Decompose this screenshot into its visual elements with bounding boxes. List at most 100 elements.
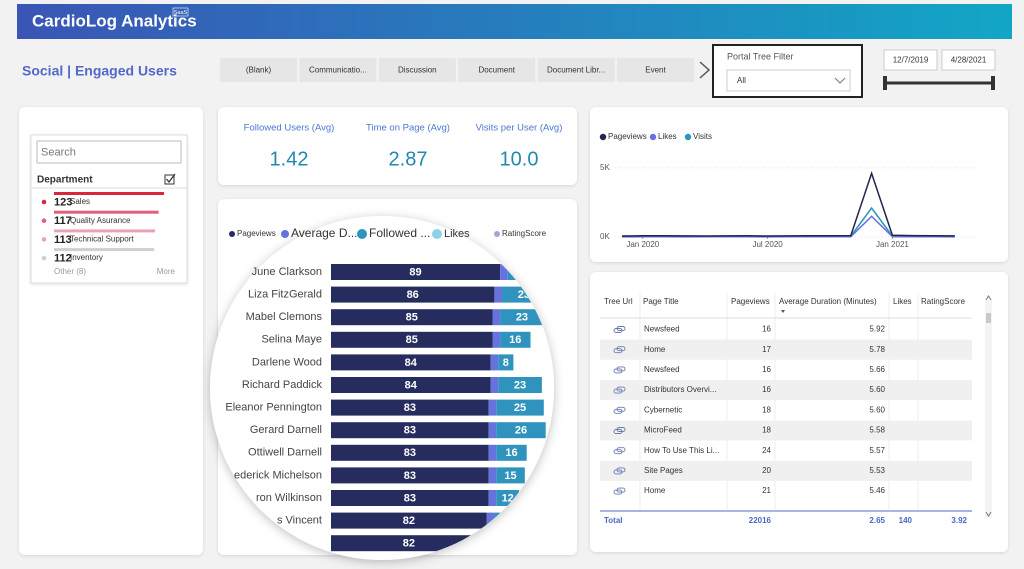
x-tick-label: Jan 2020 [626,240,659,249]
scroll-arrows[interactable] [985,295,992,517]
bar-segment [496,399,544,416]
cell-pageviews: 17 [762,345,771,354]
dropdown-chevron [834,77,846,84]
filter-button[interactable] [617,58,694,82]
bar-segment [492,309,501,326]
filter-button-label[interactable]: Event [645,66,666,75]
slicer-bar [54,210,159,214]
bar-segment [331,331,493,348]
legend-label: Pageviews [608,132,647,141]
slicer-bar [54,229,156,233]
filter-button[interactable] [220,58,297,82]
cell-pageviews: 16 [762,385,771,394]
link-icon[interactable] [613,447,626,455]
slider-handle[interactable] [883,76,887,90]
cell-duration: 5.57 [869,446,885,455]
legend-label: Average D... [291,226,357,240]
slicer-count[interactable]: 113 [54,234,72,246]
line-series [621,171,955,237]
filter-button[interactable] [537,58,615,82]
link-icon[interactable] [613,386,626,394]
link-icon[interactable] [613,366,626,374]
total-cell: 22016 [749,516,772,525]
legend-label: Likes [658,132,677,141]
slicer-count[interactable]: 112 [54,253,72,265]
bar-category: Richard Paddick [242,379,323,391]
row-stripe [600,380,972,401]
link-icon[interactable] [613,487,626,495]
link-icon[interactable] [613,326,626,333]
bar-segment [494,286,502,303]
select-all-checkbox[interactable] [164,174,175,185]
column-header[interactable]: Tree Url [604,297,633,306]
filter-button-label[interactable]: Document [478,66,515,75]
filter-button-label[interactable]: (Blank) [246,66,272,75]
column-header[interactable]: Pageviews [731,297,770,306]
portal-dropdown[interactable] [726,69,851,92]
column-header[interactable]: Average Duration (Minutes) [779,297,877,306]
bar-segment [488,444,497,461]
kpi-label: Time on Page (Avg) [366,123,450,134]
line-series [621,215,955,238]
slicer-item[interactable]: Sales [70,197,90,206]
row-stripe [600,339,972,360]
line-card [590,107,1008,262]
column-header[interactable]: Page Title [643,297,679,306]
filter-button-label[interactable]: Communicatio... [309,66,367,75]
date-end-box[interactable] [941,49,996,71]
bar-segment [500,264,508,280]
filter-button[interactable] [378,58,456,82]
cell-title: How To Use This Li... [644,446,719,455]
next-chevron[interactable] [699,61,711,79]
bar-category: ederick Michelson [234,469,322,481]
slicer-more[interactable]: More [157,267,176,276]
filter-button-label[interactable]: Discussion [398,66,437,75]
bar-category: Gerard Darnell [250,424,322,436]
link-icon[interactable] [613,406,626,414]
column-header[interactable]: RatingScore [921,297,966,306]
total-cell: Total [604,516,623,525]
search-input[interactable] [36,140,182,164]
cell-title: MicroFeed [644,426,682,435]
table-scrollbar[interactable] [985,300,992,518]
legend-marker [684,133,692,141]
bar-segment [331,490,489,506]
cell-title: Distributors Overvi... [644,385,716,394]
cell-title: Home [644,345,666,354]
slicer-item[interactable]: Technical Support [70,235,134,244]
page-title: Social | Engaged Users [22,63,177,79]
filter-button-label[interactable]: Document Libr... [547,66,605,75]
filter-button[interactable] [458,58,536,82]
bar-value-label: 83 [404,492,416,504]
x-tick-label: Jul 2020 [752,240,783,249]
bar-segment [331,399,489,416]
scroll-thumb[interactable] [986,313,991,323]
legend-label: Visits [693,132,712,141]
search-placeholder[interactable]: Search [41,146,76,158]
slider-handle[interactable] [991,76,995,90]
portal-filter-value: All [737,76,746,85]
bar-value-label: 8 [503,357,509,369]
bar-value-label: 26 [515,425,527,437]
bar-value-label: 84 [405,357,418,369]
slicer-item[interactable]: Inventory [70,253,103,262]
date-start[interactable]: 12/7/2019 [893,56,929,65]
badge-box [172,7,189,17]
slicer-other: Other (8) [54,267,86,276]
bar-value-label: 12 [502,492,514,504]
filter-button[interactable] [299,58,377,82]
bar-segment [496,422,546,439]
cell-pageviews: 18 [762,426,771,435]
date-end[interactable]: 4/28/2021 [951,56,987,65]
link-icon[interactable] [613,346,626,354]
column-header[interactable]: Likes [893,297,912,306]
link-icon[interactable] [613,467,626,475]
slicer-count[interactable]: 123 [54,196,72,208]
slicer-count[interactable]: 117 [54,215,72,227]
slicer-item[interactable]: Quality Asurance [70,216,131,225]
date-start-box[interactable] [883,49,938,71]
link-icon[interactable] [613,427,626,434]
bar-segment [331,444,489,461]
bar-value-label: 83 [404,447,416,459]
